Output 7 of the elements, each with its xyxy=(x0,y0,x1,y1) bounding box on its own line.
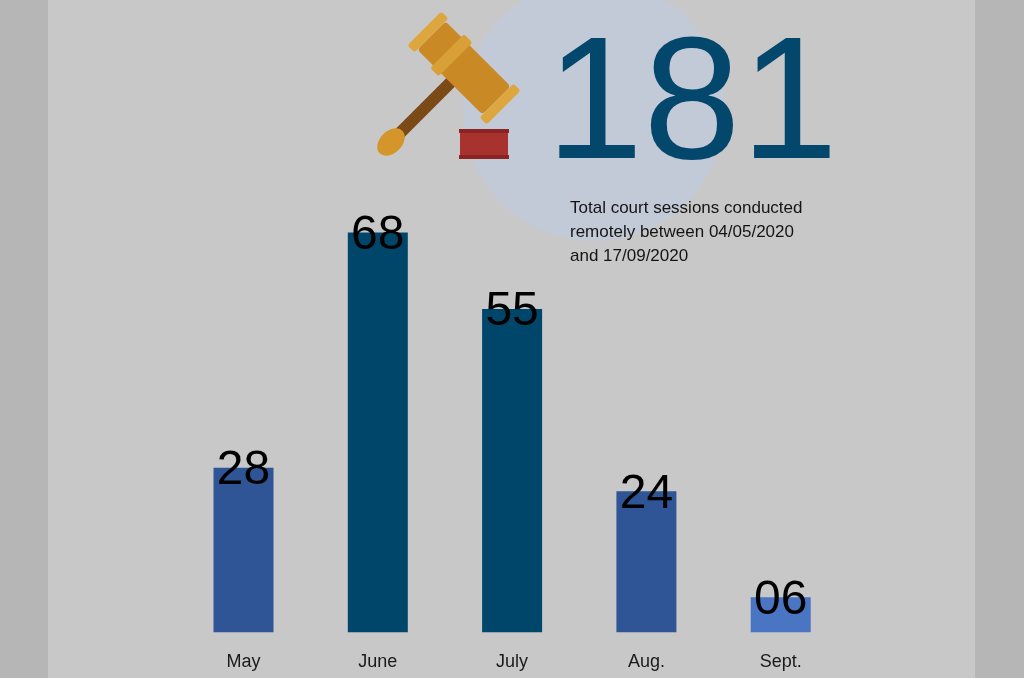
x-tick-label: June xyxy=(358,650,398,671)
x-tick-label: Aug. xyxy=(627,650,665,671)
x-tick-label: July xyxy=(496,650,529,671)
text: 181 xyxy=(546,0,838,195)
x-tick-label: May xyxy=(226,650,261,671)
x-tick-label: Sept. xyxy=(759,650,802,671)
annotation: Total court sessions conducted remotely between 04/05/2020 and 17/09/2020 xyxy=(570,198,803,265)
